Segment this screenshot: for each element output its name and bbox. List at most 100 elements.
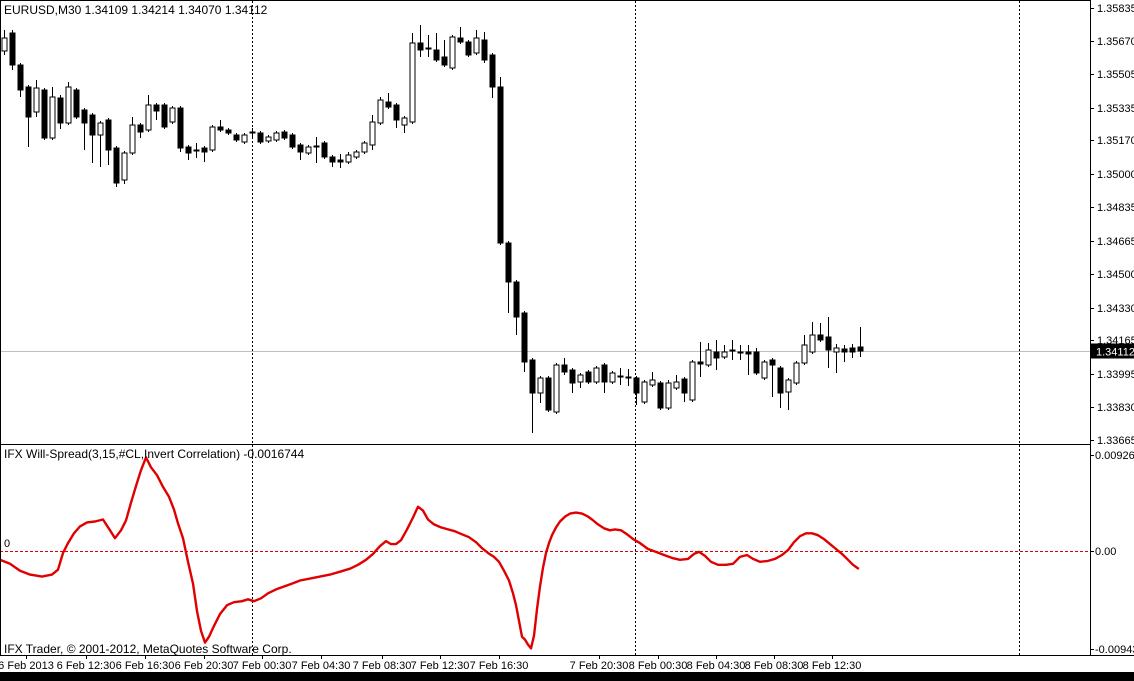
indicator-title: IFX Will-Spread(3,15,#CL,Invert Correlat… — [4, 447, 304, 461]
candle — [417, 25, 424, 57]
candle — [561, 358, 568, 375]
candle-body-bear — [41, 89, 48, 139]
candle — [761, 360, 768, 380]
candle-body-bull — [473, 37, 480, 54]
candle-body-bull — [265, 136, 272, 142]
candle — [377, 97, 384, 125]
candle — [281, 130, 288, 140]
candle — [73, 88, 80, 119]
candle — [329, 155, 336, 167]
candle — [569, 368, 576, 393]
candle-body-bear — [657, 382, 664, 409]
candle-body-bear — [617, 375, 624, 378]
candle — [457, 27, 464, 44]
candle — [393, 103, 400, 128]
candle — [233, 133, 240, 142]
candle — [465, 40, 472, 57]
candle — [657, 381, 664, 410]
candle-body-bull — [369, 121, 376, 146]
candle-body-bull — [577, 374, 584, 383]
candle — [481, 32, 488, 63]
candle-body-bear — [561, 364, 568, 373]
candle — [777, 366, 784, 408]
candle-body-bear — [201, 147, 208, 153]
price-axis-label: 1.34330 — [1097, 303, 1134, 315]
candle — [297, 143, 304, 160]
candle — [185, 145, 192, 160]
time-axis-label: 7 Feb 08:30 — [353, 660, 412, 672]
candle — [817, 323, 824, 342]
candle-body-bear — [417, 42, 424, 51]
candle — [801, 335, 808, 365]
price-axis-label: 1.33995 — [1097, 369, 1134, 381]
candle — [289, 133, 296, 149]
candle-body-bear — [385, 101, 392, 108]
candle-body-bull — [785, 379, 792, 393]
candle — [849, 344, 856, 358]
candle — [249, 128, 256, 137]
candle — [601, 363, 608, 393]
price-axis-label: 1.35170 — [1097, 135, 1134, 147]
candle — [313, 137, 320, 163]
candle-body-bear — [9, 32, 16, 66]
candle-body-bear — [745, 351, 752, 355]
candle-body-bear — [177, 107, 184, 149]
candle-body-bull — [449, 36, 456, 69]
candle-body-bear — [233, 134, 240, 141]
candle — [697, 342, 704, 377]
candle — [425, 35, 432, 57]
candle-body-bear — [57, 97, 64, 124]
time-axis-label: 8 Feb 08:30 — [745, 660, 804, 672]
candle-body-bear — [289, 134, 296, 148]
candle-body-bear — [569, 369, 576, 384]
candle-body-bull — [833, 347, 840, 353]
candle — [769, 358, 776, 397]
candle — [785, 378, 792, 410]
candle — [97, 121, 104, 167]
candle-body-bull — [673, 381, 680, 389]
candle — [793, 361, 800, 385]
candle — [529, 358, 536, 433]
candle-body-bull — [649, 379, 656, 386]
time-axis-label: 7 Feb 00:30 — [233, 660, 292, 672]
time-axis-label: 8 Feb 12:30 — [803, 660, 862, 672]
candle — [505, 241, 512, 313]
candle-body-bull — [537, 377, 544, 394]
bottom-bar — [0, 672, 1134, 681]
candle-body-bear — [73, 89, 80, 118]
current-price-badge-label: 1.34112 — [1096, 347, 1134, 359]
candle — [161, 103, 168, 129]
candle-body-bear — [513, 281, 520, 318]
candle — [209, 125, 216, 152]
candle — [449, 35, 456, 70]
candle — [361, 141, 368, 154]
candle-body-bear — [601, 364, 608, 383]
indicator-axis-label: -0.009434 — [1095, 644, 1134, 656]
candle — [177, 106, 184, 152]
candle — [673, 375, 680, 390]
candle — [857, 327, 864, 357]
candle — [113, 146, 120, 187]
candle-body-bear — [217, 126, 224, 131]
time-axis-label: 7 Feb 04:30 — [292, 660, 351, 672]
candle — [689, 360, 696, 402]
indicator-axis-label: 0.00 — [1095, 546, 1116, 558]
chart-ohlc-title: EURUSD,M30 1.34109 1.34214 1.34070 1.341… — [4, 3, 268, 17]
candle-body-bear — [489, 54, 496, 88]
candle-body-bull — [401, 117, 408, 126]
candle-body-bull — [241, 134, 248, 143]
indicator-axis-label: 0.009267 — [1095, 450, 1134, 462]
candles-series — [1, 25, 864, 433]
candle — [617, 368, 624, 385]
candle — [137, 123, 144, 138]
candle — [49, 87, 56, 140]
candle-body-bear — [849, 347, 856, 353]
copyright-label: IFX Trader, © 2001-2012, MetaQuotes Soft… — [4, 642, 292, 656]
candle-body-bear — [81, 109, 88, 124]
candle — [33, 80, 40, 117]
candle — [497, 77, 504, 245]
candle — [641, 380, 648, 404]
candle — [705, 343, 712, 367]
